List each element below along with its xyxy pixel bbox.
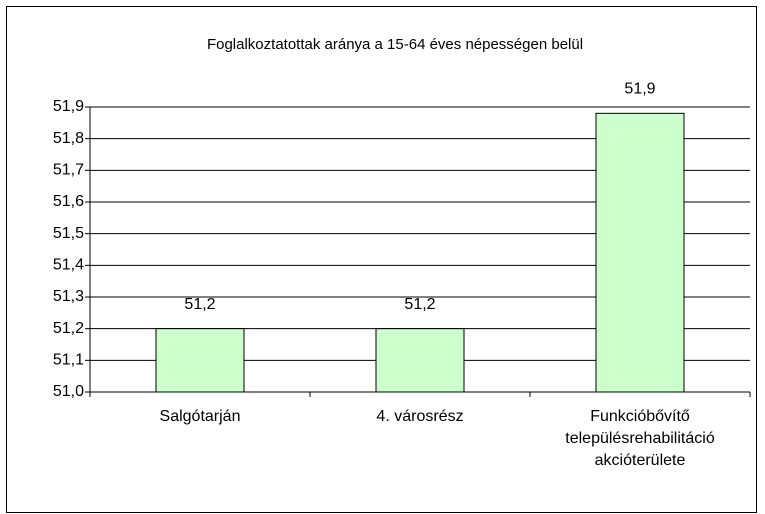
x-tick-label: 4. városrész (376, 408, 464, 425)
y-tick-label: 51,2 (53, 320, 84, 337)
x-tick-label: Salgótarján (159, 408, 241, 425)
chart-title: Foglalkoztatottak aránya a 15-64 éves né… (207, 36, 583, 53)
data-label: 51,2 (184, 296, 215, 313)
bar (375, 328, 465, 393)
x-tick-label: Funkcióbővítő településrehabilitáció akc… (565, 408, 715, 469)
y-tick-label: 51,6 (53, 193, 84, 210)
y-tick-label: 51,3 (53, 288, 84, 305)
bar (155, 328, 245, 393)
y-tick-label: 51,4 (53, 257, 84, 274)
y-tick-label: 51,5 (53, 225, 84, 242)
bar (595, 112, 685, 393)
y-tick-label: 51,1 (53, 352, 84, 369)
data-label: 51,9 (624, 81, 655, 98)
data-label: 51,2 (404, 296, 435, 313)
y-tick-label: 51,9 (53, 98, 84, 115)
y-tick-label: 51,8 (53, 130, 84, 147)
y-tick-label: 51,7 (53, 162, 84, 179)
y-tick-label: 51,0 (53, 383, 84, 400)
